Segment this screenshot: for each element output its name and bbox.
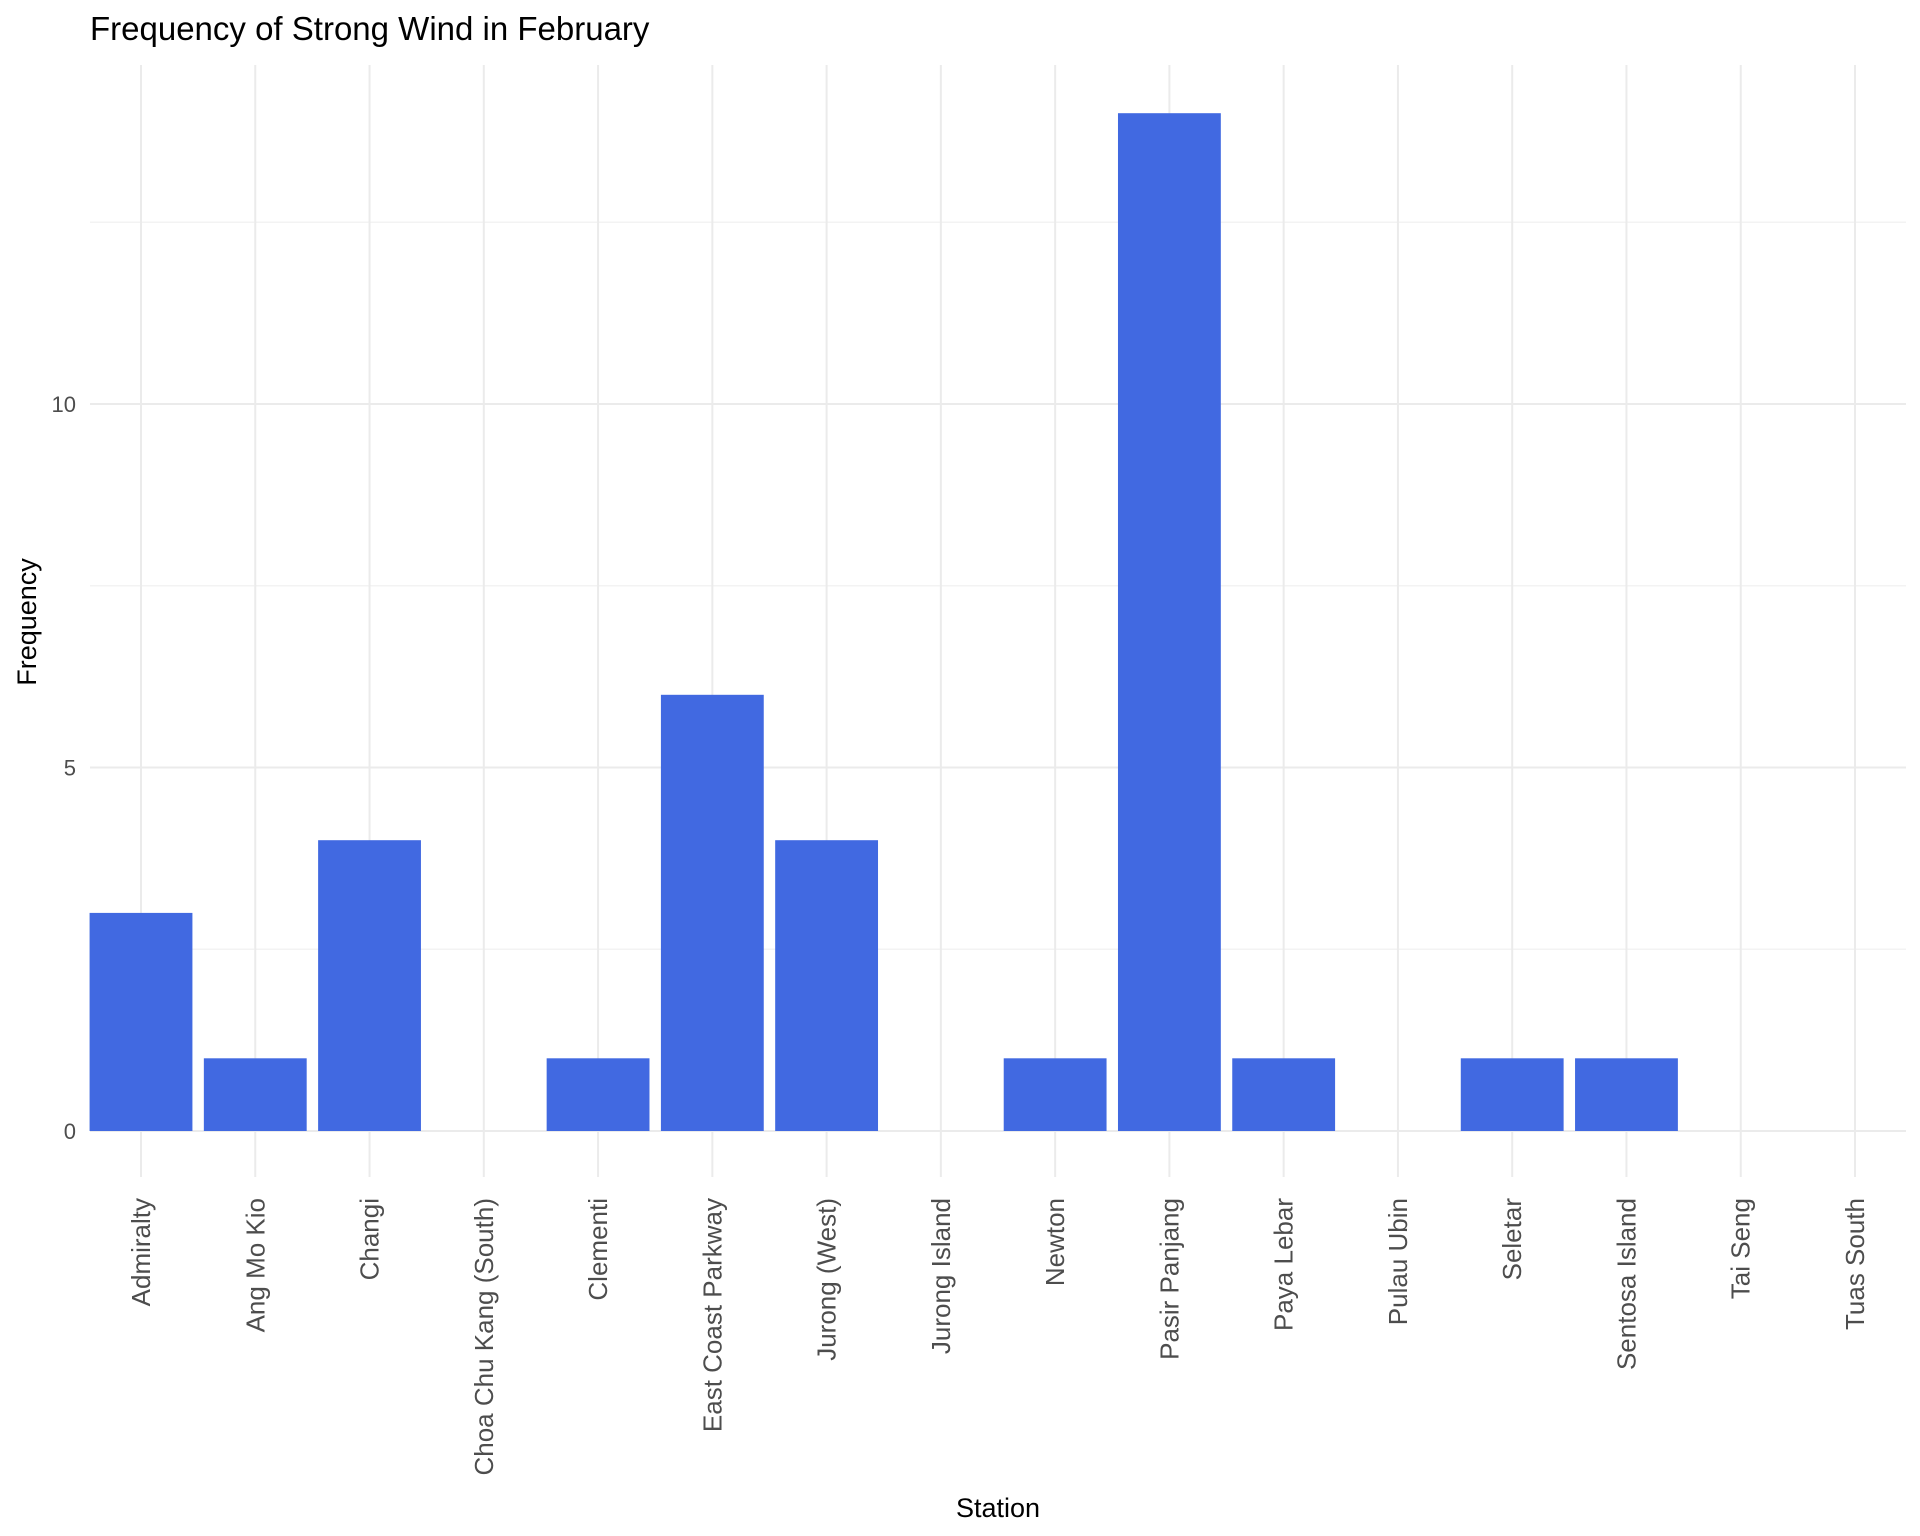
y-axis-title: Frequency xyxy=(12,558,42,686)
bar xyxy=(1575,1058,1678,1131)
x-tick-label: Tai Seng xyxy=(1726,1198,1756,1299)
x-tick-label: Sentosa Island xyxy=(1611,1198,1641,1370)
x-tick-label: Changi xyxy=(355,1198,385,1280)
bar xyxy=(89,912,193,1131)
x-tick-label: Pulau Ubin xyxy=(1383,1198,1413,1325)
x-tick-label: Ang Mo Kio xyxy=(240,1198,270,1332)
x-tick-label: Clementi xyxy=(583,1198,613,1301)
x-tick-label: Jurong Island xyxy=(926,1198,956,1354)
bar xyxy=(775,840,879,1131)
x-tick-label: Choa Chu Kang (South) xyxy=(469,1198,499,1476)
chart-title: Frequency of Strong Wind in February xyxy=(90,10,650,47)
x-tick-label: East Coast Parkway xyxy=(697,1198,727,1432)
bar xyxy=(1117,113,1221,1131)
y-tick-label: 5 xyxy=(64,756,76,781)
bar xyxy=(660,694,764,1131)
bar xyxy=(1232,1058,1336,1131)
bar xyxy=(203,1058,307,1131)
x-tick-labels: Admiralty Ang Mo Kio Changi Choa Chu Kang (… xyxy=(126,1198,1870,1476)
y-tick-label: 10 xyxy=(52,392,76,417)
x-axis-title: Station xyxy=(956,1493,1040,1523)
bar xyxy=(1460,1058,1564,1131)
x-tick-label: Pasir Panjang xyxy=(1154,1198,1184,1360)
x-tick-label: Seletar xyxy=(1497,1198,1527,1281)
bar xyxy=(1003,1058,1107,1131)
bar xyxy=(318,840,421,1131)
x-tick-label: Newton xyxy=(1040,1198,1070,1286)
x-tick-label: Paya Lebar xyxy=(1269,1198,1299,1331)
gridlines xyxy=(90,65,1906,1177)
y-tick-label: 0 xyxy=(64,1119,76,1144)
x-tick-label: Admiralty xyxy=(126,1198,156,1306)
x-tick-label: Tuas South xyxy=(1840,1198,1870,1330)
bars xyxy=(89,113,1678,1131)
bar xyxy=(546,1058,650,1131)
x-tick-label: Jurong (West) xyxy=(812,1198,842,1361)
y-tick-labels: 0 5 10 xyxy=(52,392,76,1144)
